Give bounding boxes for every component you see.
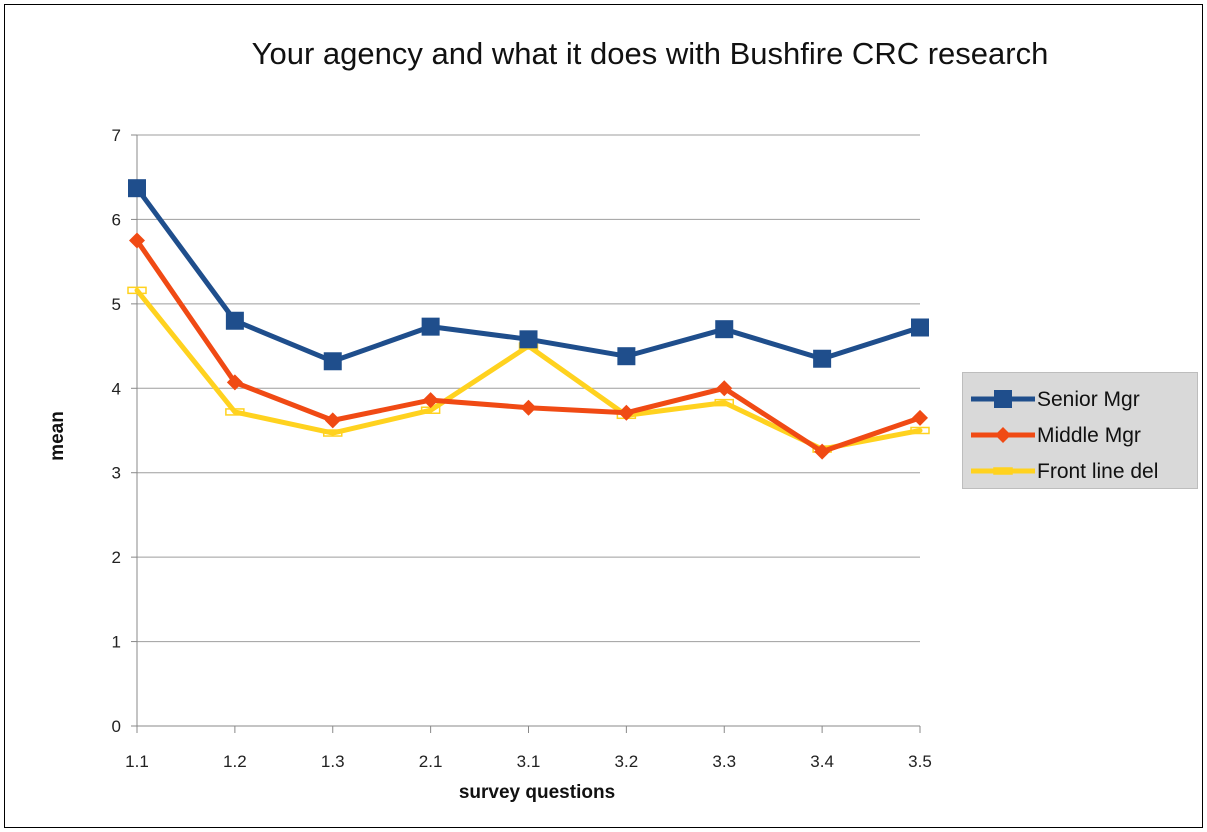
x-axis-title: survey questions — [459, 782, 615, 803]
data-point — [519, 330, 538, 349]
data-point — [994, 390, 1012, 408]
data-point — [814, 443, 831, 460]
legend-label: Senior Mgr — [1037, 388, 1140, 411]
data-point — [226, 374, 243, 391]
x-tick-label: 3.1 — [517, 752, 541, 771]
data-point — [618, 404, 635, 421]
data-point — [129, 232, 145, 249]
legend-item: Front line del — [963, 453, 1199, 489]
y-tick-label: 5 — [112, 295, 121, 314]
data-point — [323, 429, 343, 437]
series-senior-mgr — [128, 179, 929, 371]
data-point — [225, 408, 245, 416]
y-tick-label: 4 — [112, 379, 121, 398]
data-point — [714, 398, 734, 407]
data-point — [993, 467, 1013, 475]
legend-swatch — [971, 390, 1035, 408]
x-tick-label: 2.1 — [419, 752, 443, 771]
data-point — [617, 347, 636, 366]
series-front-line-del — [127, 286, 930, 453]
y-tick-label: 7 — [112, 126, 121, 145]
y-tick-label: 1 — [112, 633, 121, 652]
x-tick-label: 3.3 — [712, 752, 736, 771]
legend: Senior Mgr Middle Mgr Front line del — [962, 372, 1198, 489]
series-middle-mgr — [129, 232, 928, 460]
data-point — [995, 427, 1011, 443]
data-point — [716, 380, 733, 397]
y-tick-label: 2 — [112, 548, 121, 567]
y-tick-label: 0 — [112, 717, 121, 736]
y-tick-label: 3 — [112, 464, 121, 483]
series-line — [134, 287, 923, 452]
x-tick-label: 3.2 — [615, 752, 639, 771]
data-point — [324, 412, 341, 429]
data-point — [127, 286, 147, 295]
data-point — [911, 318, 929, 337]
x-tick-label: 1.2 — [223, 752, 247, 771]
y-axis-title: mean — [47, 411, 68, 461]
data-point — [912, 409, 928, 426]
data-point — [813, 349, 832, 368]
data-point — [422, 392, 439, 409]
chart-title: Your agency and what it does with Bushfi… — [251, 36, 1049, 71]
data-point — [128, 179, 146, 198]
data-point — [520, 399, 537, 416]
legend-label: Middle Mgr — [1037, 424, 1141, 447]
legend-label: Front line del — [1037, 460, 1159, 483]
legend-item: Senior Mgr — [963, 381, 1199, 417]
data-point — [225, 311, 244, 330]
data-point — [715, 320, 734, 339]
x-tick-label: 1.1 — [125, 752, 149, 771]
legend-swatch — [971, 427, 1035, 443]
x-tick-label: 1.3 — [321, 752, 345, 771]
data-point — [910, 426, 930, 435]
y-tick-label: 6 — [112, 210, 121, 229]
data-point — [421, 317, 440, 336]
data-point — [323, 352, 342, 371]
legend-item: Middle Mgr — [963, 417, 1199, 453]
x-tick-label: 3.4 — [810, 752, 834, 771]
legend-swatch — [971, 467, 1035, 475]
x-tick-label: 3.5 — [908, 752, 932, 771]
